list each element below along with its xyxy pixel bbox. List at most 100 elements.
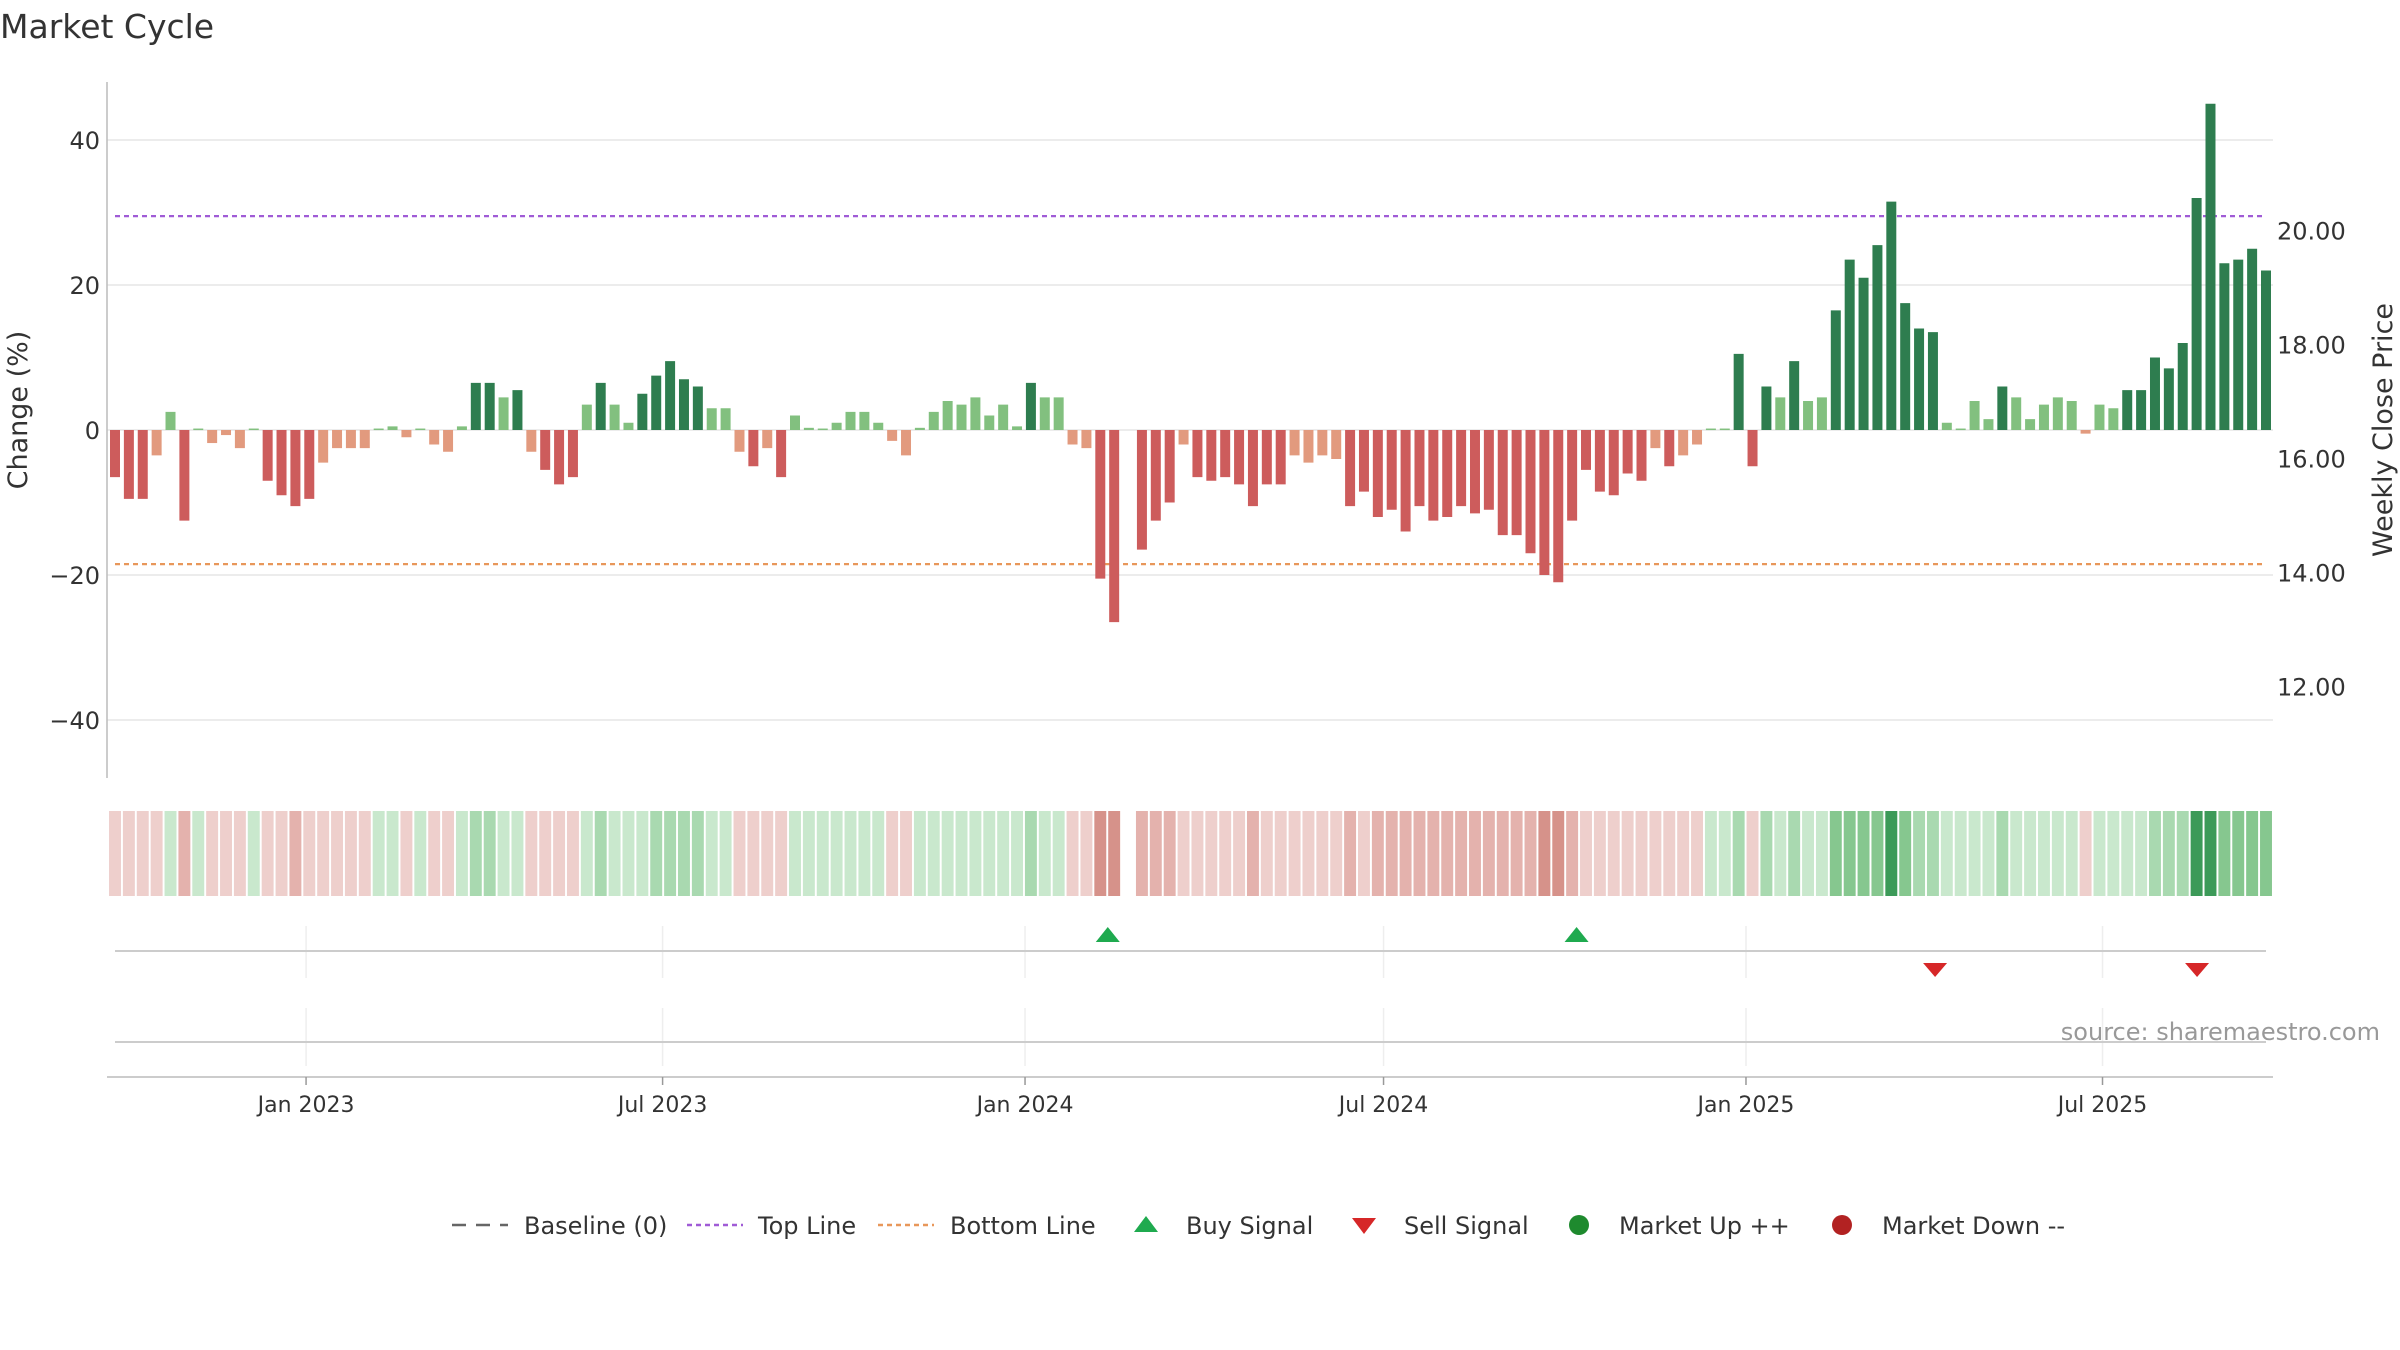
change-bar — [2233, 259, 2244, 430]
heat-cell — [1746, 811, 1759, 896]
change-bar — [1234, 430, 1245, 485]
change-bar — [1164, 430, 1175, 503]
heat-cell — [1732, 811, 1745, 896]
change-bar — [2177, 343, 2188, 430]
heat-cell — [206, 811, 219, 896]
change-bar — [706, 408, 717, 430]
change-bar — [1622, 430, 1633, 474]
heat-cell — [1288, 811, 1301, 896]
change-bar — [1900, 303, 1911, 430]
change-bar — [1969, 401, 1980, 430]
change-bar — [1511, 430, 1522, 536]
change-bar — [1955, 428, 1966, 431]
change-bar — [1844, 259, 1855, 430]
y-axis-right-label: Weekly Close Price — [2368, 303, 2399, 557]
change-bar — [942, 401, 953, 430]
heat-cell — [775, 811, 788, 896]
change-bar — [567, 430, 578, 478]
heat-cell — [511, 811, 524, 896]
change-bar — [1469, 430, 1480, 514]
change-bar — [720, 408, 731, 430]
heat-cell — [2232, 811, 2245, 896]
heat-cell — [2190, 811, 2203, 896]
heat-cell — [1843, 811, 1856, 896]
change-bar — [623, 422, 634, 430]
heat-cell — [1246, 811, 1259, 896]
x-tick-label: Jul 2023 — [616, 1093, 708, 1118]
heat-cell — [1580, 811, 1592, 896]
change-bar — [1761, 386, 1772, 430]
change-bar — [1303, 430, 1314, 463]
change-bar — [1567, 430, 1578, 521]
heat-cell — [1802, 811, 1815, 896]
heat-cell — [955, 811, 968, 896]
change-bar — [1067, 430, 1078, 445]
heat-cell — [1205, 811, 1218, 896]
buy-signal-marker — [1564, 927, 1589, 942]
change-bar — [1178, 430, 1189, 445]
change-bar — [1053, 397, 1064, 430]
heat-cell — [2079, 811, 2092, 896]
heat-cell — [1774, 811, 1787, 896]
sell-signal-marker — [1923, 963, 1948, 977]
legend-label: Market Up ++ — [1619, 1212, 1790, 1240]
heat-cell — [1691, 811, 1703, 896]
change-bar — [1733, 353, 1744, 430]
y-tick-label-left: 20 — [69, 272, 100, 300]
change-bar — [401, 430, 412, 438]
change-bar — [1275, 430, 1286, 485]
heat-cell — [886, 811, 899, 896]
heat-cell — [1788, 811, 1801, 896]
change-bar — [1594, 430, 1605, 492]
heat-cell — [1649, 811, 1662, 896]
change-bar — [2108, 408, 2119, 430]
change-bar — [901, 430, 912, 456]
heat-cell — [747, 811, 760, 896]
change-bar — [470, 382, 481, 430]
change-bar — [748, 430, 759, 467]
change-bar — [1109, 430, 1120, 623]
change-bar — [2191, 198, 2202, 430]
legend-label: Top Line — [757, 1212, 856, 1240]
legend-swatch-dot — [1832, 1215, 1852, 1235]
change-bar — [1747, 430, 1758, 467]
change-bar — [1400, 430, 1411, 532]
heat-cell — [913, 811, 926, 896]
heat-cell — [594, 811, 607, 896]
change-bar — [221, 430, 232, 436]
heat-cell — [1524, 811, 1537, 896]
heat-cell — [1996, 811, 2009, 896]
heat-cell — [289, 811, 302, 896]
heat-cell — [1080, 811, 1093, 896]
heat-cell — [1274, 811, 1287, 896]
change-bar — [873, 422, 884, 430]
change-bar — [1095, 430, 1106, 579]
heat-cell — [1510, 811, 1523, 896]
heat-cell — [525, 811, 538, 896]
change-bar — [1678, 430, 1689, 456]
change-bar — [1581, 430, 1592, 470]
change-bar — [276, 430, 287, 496]
heat-cell — [1829, 811, 1842, 896]
change-bar — [2080, 430, 2091, 434]
change-bar — [1525, 430, 1536, 554]
change-bar — [1553, 430, 1564, 583]
heat-cell — [2149, 811, 2161, 896]
change-bar — [1456, 430, 1467, 507]
change-bar — [970, 397, 981, 430]
change-bar — [1331, 430, 1342, 459]
y-tick-label-left: −20 — [49, 562, 100, 590]
heat-cell — [2065, 811, 2078, 896]
heat-cell — [1885, 811, 1898, 896]
change-bar — [762, 430, 773, 449]
heat-cell — [1552, 811, 1565, 896]
heat-cell — [678, 811, 690, 896]
heat-cell — [608, 811, 621, 896]
heat-cell — [2121, 811, 2134, 896]
change-bar — [1941, 422, 1952, 430]
change-bar — [2122, 390, 2133, 430]
change-bar — [1636, 430, 1647, 481]
heat-cell — [2037, 811, 2050, 896]
change-bar — [1289, 430, 1300, 456]
